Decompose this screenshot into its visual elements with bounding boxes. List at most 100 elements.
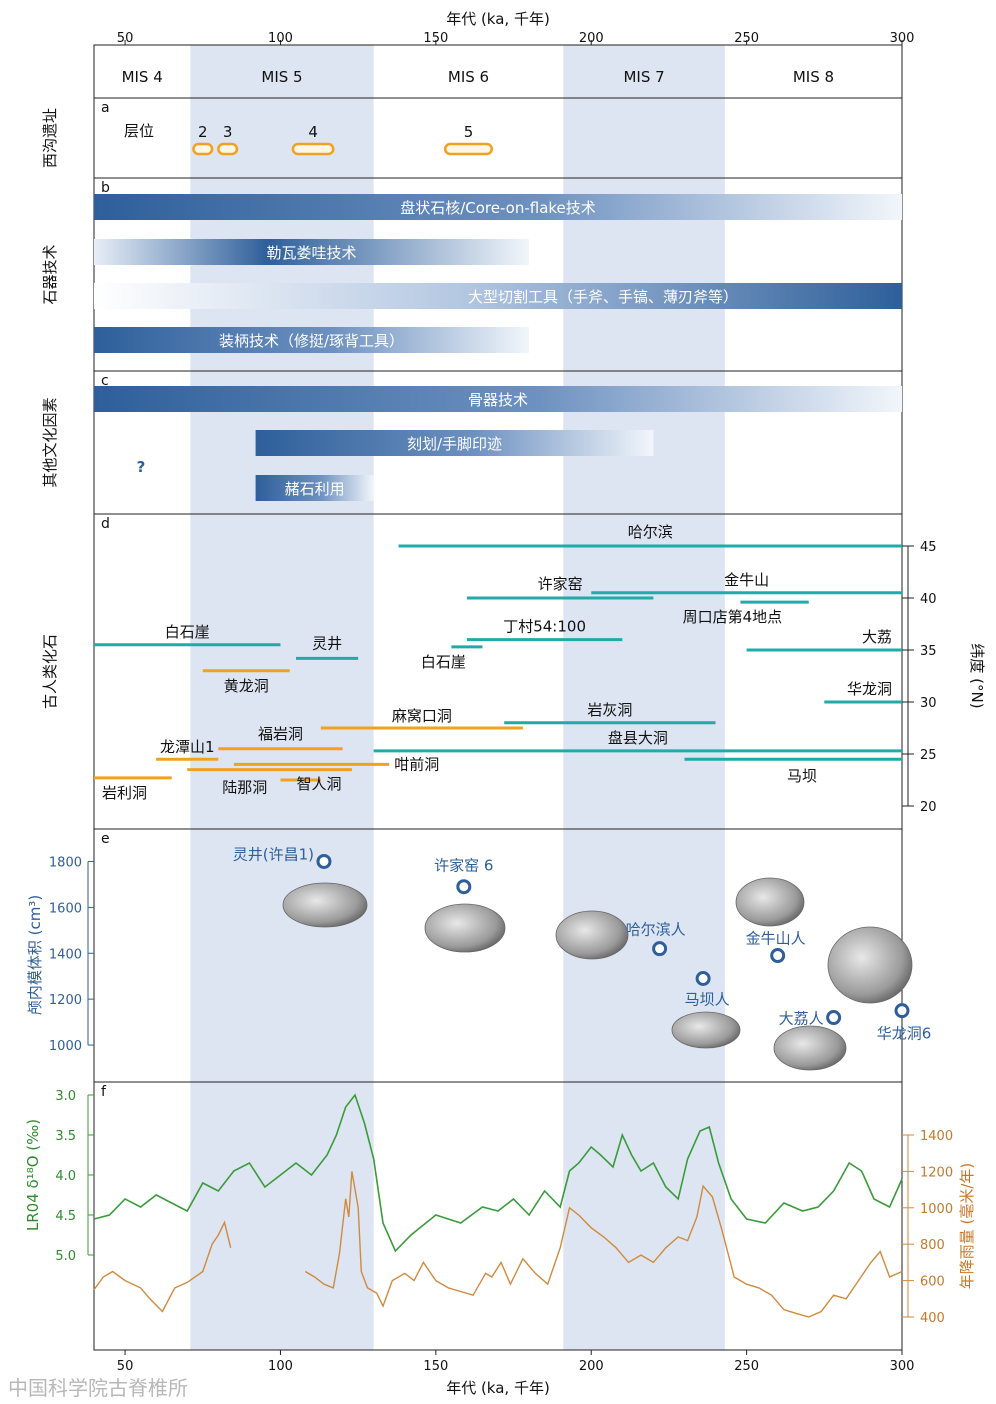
layer-label-4: 4 [308, 123, 318, 141]
skull-image-5 [773, 1025, 847, 1071]
layer-label-3: 3 [223, 123, 233, 141]
site-label-13: 盘县大洞 [608, 729, 668, 747]
site-label-15: 龙潭山1 [160, 738, 215, 756]
volume-point-4 [770, 948, 786, 964]
panel-letter-e: e [101, 831, 110, 847]
volume-label-1: 许家窑 6 [434, 857, 493, 875]
rain-tick-label-1200: 1200 [920, 1165, 953, 1180]
site-label-2: 许家窑 [538, 575, 583, 593]
site-label-18: 陆那洞 [222, 779, 267, 797]
layer-bar-3 [217, 142, 239, 156]
site-label-6: 白石崖 [165, 623, 210, 641]
site-label-14: 福岩洞 [258, 725, 303, 743]
latitude-tick-label-45: 45 [920, 540, 937, 555]
tech-label-b-2: 大型切割工具（手斧、手镐、薄刃斧等） [468, 288, 738, 306]
tech-label-b-1: 勒瓦娄哇技术 [267, 244, 357, 262]
rainfall-series-line-1 [93, 1220, 232, 1313]
bottom-tick-label-100: 100 [268, 1359, 293, 1374]
outer-frame [93, 44, 903, 1351]
rainfall-series-line-2 [304, 1171, 903, 1318]
mis-stage-row: MIS 4 MIS 5 MIS 6 MIS 7 MIS 8 [122, 68, 834, 86]
top-tick-label-100: 100 [268, 31, 293, 46]
top-tick-label-200: 200 [579, 31, 604, 46]
volume-point-3 [695, 971, 711, 987]
panel-side-title-c: 其他文化因素 [41, 397, 59, 487]
bottom-tick-label-250: 250 [734, 1359, 759, 1374]
top-tick-label-150: 150 [423, 31, 448, 46]
d18o-tick-label-4: 5.0 [55, 1249, 76, 1264]
site-label-12: 岩灰洞 [587, 701, 632, 719]
site-label-19: 智人洞 [296, 775, 341, 793]
tech-bar-b-0 [94, 194, 902, 220]
volume-tick-label-1200: 1200 [49, 993, 82, 1008]
tech-bar-c-0 [94, 386, 902, 412]
layer-label-2: 2 [198, 123, 208, 141]
bottom-axis-title: 年代 (ka, 千年) [446, 1379, 550, 1397]
latitude-tick-label-40: 40 [920, 592, 937, 607]
volume-tick-label-1400: 1400 [49, 947, 82, 962]
watermark-text: 中国科学院古脊椎所 [8, 1376, 188, 1400]
volume-label-6: 华龙洞6 [877, 1025, 932, 1043]
tech-bar-b-2 [94, 283, 902, 309]
latitude-axis-title: 纬度 (°N) [968, 643, 986, 708]
site-label-10: 华龙洞 [847, 680, 892, 698]
top-tick-label-250: 250 [734, 31, 759, 46]
layer-title: 层位 [124, 122, 154, 140]
site-label-8: 大荔 [862, 628, 892, 646]
panel-f-climate: f 3.0 3.5 4.0 4.5 5.0 LR04 δ¹⁸O (‰) 400 600 800 10… [24, 1084, 976, 1326]
top-x-axis: 年代 (ka, 千年) 50 100 150 200 250 300 [117, 10, 915, 46]
volume-axis-title: 颅内模体积 (cm³) [26, 895, 44, 1015]
volume-point-1 [456, 879, 472, 895]
site-label-1: 金牛山 [724, 571, 769, 589]
layer-label-5: 5 [464, 123, 474, 141]
panel-letter-b: b [101, 180, 110, 196]
panel-letter-a: a [101, 100, 110, 116]
rain-tick-label-400: 400 [920, 1311, 945, 1326]
volume-tick-label-1600: 1600 [49, 901, 82, 916]
bottom-x-axis: 年代 (ka, 千年) 50 100 150 200 250 300 [117, 1350, 914, 1397]
bottom-tick-label-50: 50 [117, 1359, 134, 1374]
tech-bar-b-1 [94, 239, 530, 265]
rain-tick-label-800: 800 [920, 1238, 945, 1253]
latitude-tick-label-25: 25 [920, 748, 937, 763]
volume-label-3: 马坝人 [685, 991, 730, 1009]
mis-label-0: MIS 4 [122, 68, 163, 86]
skull-image-2 [555, 910, 629, 960]
rain-axis-title: 年降雨量 (毫米/年) [958, 1163, 976, 1290]
site-label-5: 白石崖 [421, 653, 466, 671]
top-axis-title: 年代 (ka, 千年) [446, 10, 550, 28]
skull-image-1 [424, 903, 506, 953]
tech-label-c-1: 刻划/手脚印迹 [407, 435, 502, 453]
mis-label-4: MIS 8 [793, 68, 834, 86]
volume-label-5: 大荔人 [779, 1010, 824, 1028]
panel-side-title-a: 西沟遗址 [41, 108, 59, 168]
panel-frames [93, 44, 903, 1351]
mis-label-2: MIS 6 [448, 68, 489, 86]
site-label-4: 丁村54:100 [503, 618, 586, 636]
rain-tick-label-600: 600 [920, 1275, 945, 1290]
top-tick-label-300: 300 [890, 31, 915, 46]
tech-label-b-0: 盘状石核/Core-on-flake技术 [400, 199, 596, 217]
site-label-16: 马坝 [787, 767, 817, 785]
volume-point-0 [316, 853, 332, 869]
top-tick-label-50: 50 [117, 31, 134, 46]
d18o-tick-label-2: 4.0 [55, 1169, 76, 1184]
bottom-tick-label-150: 150 [423, 1359, 448, 1374]
d18o-tick-label-0: 3.0 [55, 1089, 76, 1104]
layer-bar-5 [443, 142, 494, 156]
rain-tick-label-1400: 1400 [920, 1129, 953, 1144]
layer-bar-4 [291, 142, 335, 156]
volume-point-5 [826, 1010, 842, 1026]
latitude-tick-label-30: 30 [920, 696, 937, 711]
unknown-question-mark: ? [137, 458, 146, 476]
panel-e-endocranial-volume: e 1000 1200 1400 1600 1800 颅内模体积 (cm³) 灵井(许昌1) 许… [26, 831, 932, 1071]
lr04-series-line [93, 1093, 903, 1253]
volume-label-4: 金牛山人 [746, 930, 806, 948]
panel-side-title-b: 石器技术 [41, 244, 59, 304]
skull-image-4 [671, 1011, 741, 1049]
site-label-7: 灵井 [312, 634, 342, 652]
mis-label-3: MIS 7 [623, 68, 664, 86]
